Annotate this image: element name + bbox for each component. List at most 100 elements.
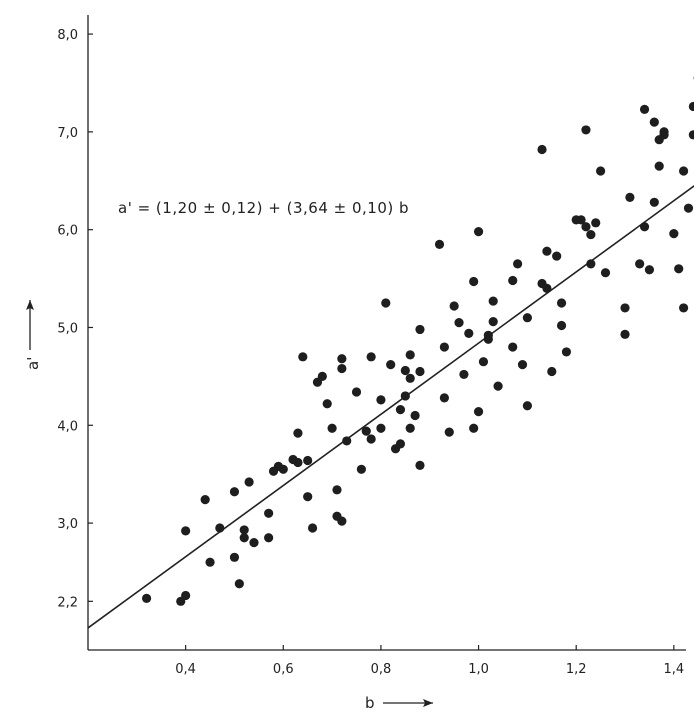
data-point: [395, 439, 406, 449]
data-point: [141, 593, 152, 603]
x-tick-label: 0,4: [175, 662, 196, 677]
y-ticks: 2,2 3,0 4,0 5,0 6,0 7,0 8,0: [57, 28, 93, 610]
data-point: [683, 203, 694, 213]
data-point: [381, 298, 391, 308]
data-point: [439, 342, 449, 352]
y-tick-label: 6,0: [57, 224, 78, 239]
x-axis-label-group: b: [365, 694, 433, 712]
data-point: [688, 130, 694, 140]
data-point: [415, 366, 425, 377]
data-point: [473, 406, 484, 417]
data-point: [552, 251, 562, 261]
data-point: [542, 246, 552, 256]
data-point: [473, 227, 484, 237]
data-point: [298, 352, 308, 362]
data-point: [244, 477, 254, 487]
data-point: [444, 427, 454, 437]
data-point: [327, 423, 337, 433]
data-point: [376, 395, 386, 405]
data-point: [488, 317, 498, 327]
data-point: [439, 393, 449, 403]
x-ticks: 0,40,60,81,01,21,41,6: [175, 645, 684, 677]
data-point: [307, 523, 318, 533]
data-point: [581, 222, 591, 232]
data-point: [415, 324, 425, 335]
data-points: [141, 76, 694, 606]
x-tick-label: 1,4: [663, 662, 684, 677]
y-tick-label: 5,0: [57, 321, 78, 336]
data-point: [239, 533, 249, 543]
data-point: [556, 298, 567, 308]
data-point: [561, 347, 572, 357]
data-point: [200, 495, 210, 505]
data-point: [508, 275, 518, 286]
data-point: [522, 313, 532, 323]
y-tick-label: 2,2: [57, 595, 78, 610]
data-point: [625, 192, 635, 203]
data-point: [386, 360, 396, 370]
data-point: [332, 485, 342, 495]
data-point: [205, 557, 215, 567]
data-point: [620, 303, 630, 313]
axes: [87, 15, 686, 651]
data-point: [620, 329, 630, 339]
data-point: [469, 423, 479, 433]
data-point: [410, 410, 420, 421]
data-point: [249, 538, 259, 548]
data-point: [513, 259, 523, 269]
x-axis-arrow-head: [423, 699, 433, 707]
data-point: [459, 369, 469, 380]
data-point: [649, 197, 659, 207]
x-tick-label: 1,0: [468, 662, 489, 677]
data-point: [405, 350, 415, 360]
data-point: [215, 523, 225, 533]
data-point: [600, 268, 611, 278]
data-point: [478, 357, 489, 367]
data-point: [449, 301, 459, 311]
data-point: [234, 579, 244, 589]
data-point: [586, 259, 596, 269]
data-point: [674, 264, 684, 274]
data-point: [596, 166, 606, 176]
y-tick-label: 4,0: [57, 419, 78, 434]
data-point: [351, 387, 362, 397]
regression-line: [87, 185, 694, 629]
data-point: [415, 460, 425, 470]
data-point: [522, 401, 532, 411]
data-point: [400, 391, 410, 401]
data-point: [434, 239, 445, 249]
data-point: [342, 436, 352, 446]
data-point: [303, 455, 313, 466]
y-axis-arrow-head: [26, 300, 34, 310]
data-point: [488, 296, 498, 306]
data-point: [542, 283, 552, 293]
data-point: [537, 144, 547, 155]
data-point: [366, 352, 376, 362]
data-point: [317, 371, 327, 381]
data-point: [361, 426, 371, 436]
data-point: [679, 303, 689, 313]
data-point: [669, 228, 679, 239]
data-point: [679, 166, 689, 176]
data-point: [517, 360, 528, 370]
data-point: [688, 101, 694, 112]
regression-equation: a' = (1,20 ± 0,12) + (3,64 ± 0,10) b: [118, 199, 409, 217]
x-tick-label: 1,2: [566, 662, 587, 677]
data-point: [293, 428, 303, 438]
data-point: [303, 492, 313, 502]
data-point: [293, 457, 303, 468]
data-point: [405, 373, 415, 383]
y-tick-label: 8,0: [57, 28, 78, 43]
y-axis-label-group: a': [24, 300, 42, 370]
data-point: [654, 161, 664, 171]
x-axis-label: b: [365, 694, 375, 712]
data-point: [400, 365, 410, 376]
y-tick-label: 3,0: [57, 517, 78, 532]
data-point: [469, 276, 479, 287]
x-tick-label: 0,6: [273, 662, 294, 677]
data-point: [405, 423, 415, 433]
data-point: [649, 117, 659, 127]
data-point: [376, 423, 386, 433]
data-point: [576, 215, 586, 225]
